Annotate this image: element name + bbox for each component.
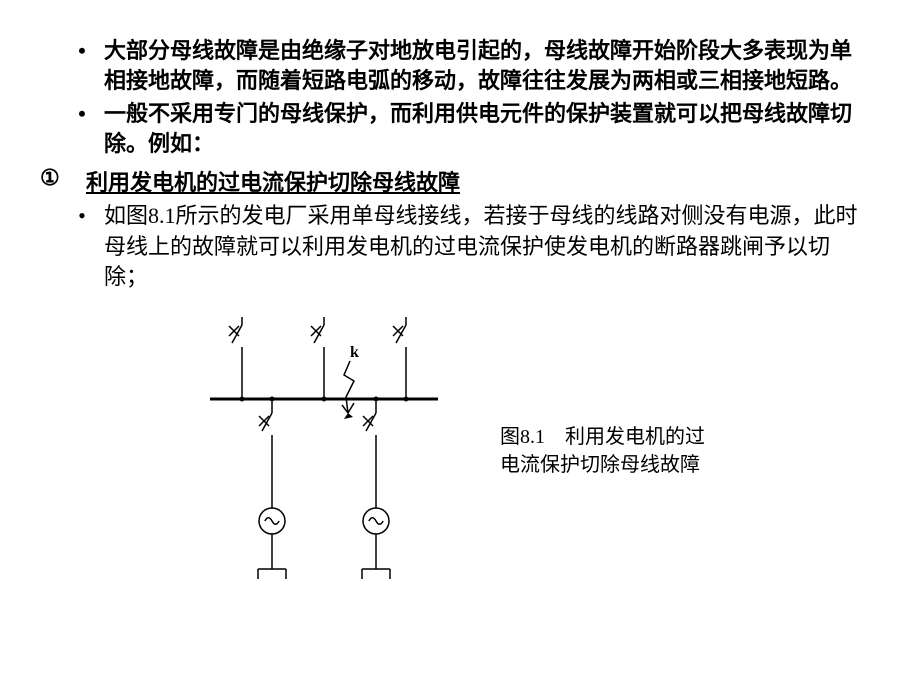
figure-caption: 图8.1 利用发电机的过 电流保护切除母线故障: [500, 423, 705, 479]
bullet-mark: •: [60, 99, 104, 158]
bullet-item-2: • 一般不采用专门的母线保护，而利用供电元件的保护装置就可以把母线故障切除。例如…: [60, 99, 860, 158]
caption-line-2: 电流保护切除母线故障: [500, 454, 700, 476]
bullet-text: 一般不采用专门的母线保护，而利用供电元件的保护装置就可以把母线故障切除。例如：: [104, 99, 860, 158]
sub-bullet-item: • 如图8.1所示的发电厂采用单母线接线，若接于母线的线路对侧没有电源，此时母线…: [60, 201, 860, 293]
bullet-item-1: • 大部分母线故障是由绝缘子对地放电引起的，母线故障开始阶段大多表现为单相接地故…: [60, 36, 860, 95]
circuit-diagram: k: [200, 311, 460, 591]
slide-content: • 大部分母线故障是由绝缘子对地放电引起的，母线故障开始阶段大多表现为单相接地故…: [0, 0, 920, 591]
sub-bullet-text: 如图8.1所示的发电厂采用单母线接线，若接于母线的线路对侧没有电源，此时母线上的…: [104, 201, 860, 293]
svg-text:k: k: [350, 344, 359, 361]
caption-line-1: 图8.1 利用发电机的过: [500, 426, 705, 448]
numbered-text: 利用发电机的过电流保护切除母线故障: [86, 165, 860, 197]
bullet-mark: •: [60, 36, 104, 95]
numbered-mark: ①: [30, 165, 86, 197]
sub-bullet-mark: •: [60, 201, 104, 293]
diagram-row: k 图8.1 利用发电机的过 电流保护切除母线故障: [60, 311, 860, 591]
numbered-item-1: ① 利用发电机的过电流保护切除母线故障: [30, 165, 860, 197]
bullet-text: 大部分母线故障是由绝缘子对地放电引起的，母线故障开始阶段大多表现为单相接地故障，…: [104, 36, 860, 95]
